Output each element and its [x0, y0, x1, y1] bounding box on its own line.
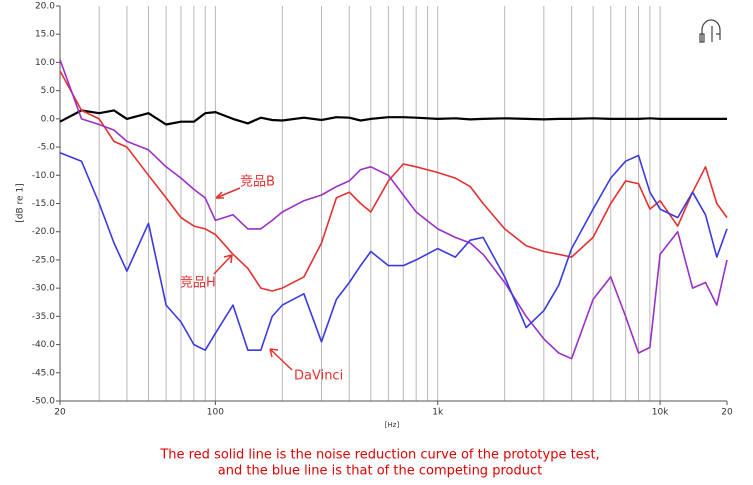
y-tick-label: 10.0: [35, 58, 55, 68]
x-tick-label: 10k: [652, 408, 669, 418]
y-tick-label: -15.0: [32, 199, 56, 209]
y-tick-label: 5.0: [41, 86, 56, 96]
arrow: [269, 348, 293, 371]
y-tick-label: -50.0: [32, 397, 56, 407]
x-axis-label: [Hz]: [385, 421, 400, 429]
headphone-icon: [699, 19, 721, 43]
x-tick-label: 20: [721, 408, 733, 418]
series-line: [59, 151, 728, 351]
series-line: [59, 70, 728, 292]
x-tick-label: 1k: [432, 408, 444, 418]
annotation: 竞品B: [240, 174, 275, 190]
x-tick-label: 100: [207, 408, 224, 418]
y-tick-label: -5.0: [37, 143, 55, 153]
y-tick-label: -10.0: [32, 171, 56, 181]
series-line: [59, 109, 727, 126]
series-line: [59, 59, 728, 360]
y-axis-label: [dB re 1]: [16, 183, 26, 222]
annotation: DaVinci: [294, 369, 343, 384]
y-tick-label: -35.0: [32, 312, 56, 322]
y-tick-label: -45.0: [32, 368, 56, 378]
y-tick-label: -20.0: [32, 227, 56, 237]
y-tick-label: 15.0: [35, 30, 55, 40]
y-tick-label: 20.0: [35, 2, 55, 12]
y-tick-label: -25.0: [32, 255, 56, 265]
caption: The red solid line is the noise reductio…: [159, 448, 599, 463]
arrow: [215, 187, 241, 199]
y-tick-label: 0.0: [41, 114, 56, 124]
y-tick-label: -30.0: [32, 284, 56, 294]
caption: and the blue line is that of the competi…: [218, 464, 542, 479]
annotation: 竞品H: [180, 275, 216, 291]
y-tick-label: -40.0: [32, 340, 56, 350]
x-tick-label: 20: [54, 408, 66, 418]
arrow: [213, 254, 233, 275]
